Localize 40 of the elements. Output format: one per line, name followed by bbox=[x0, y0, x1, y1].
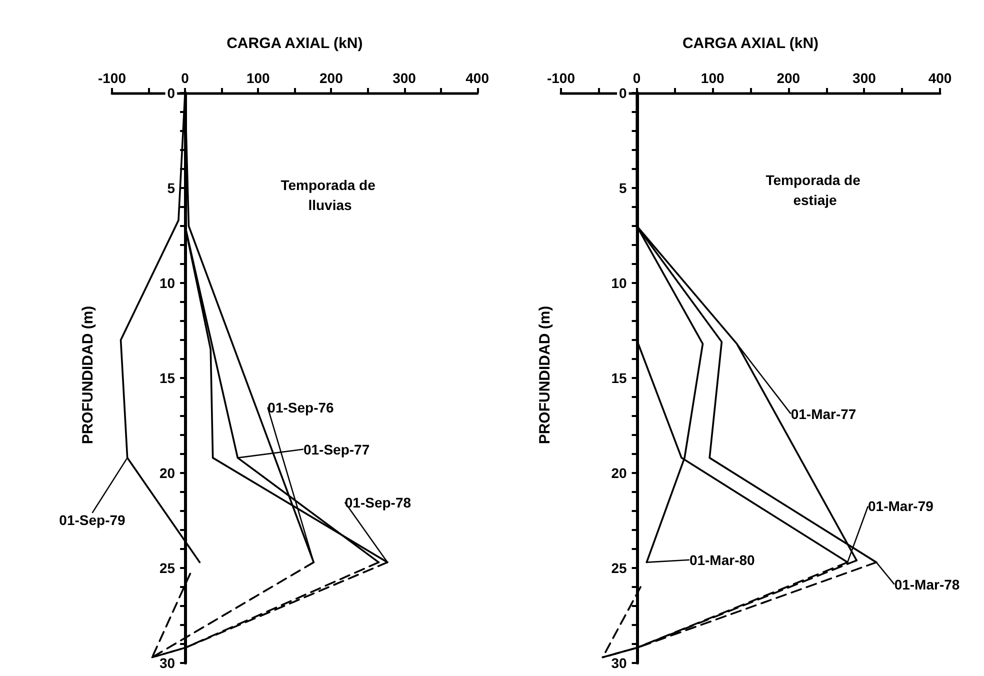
x-axis-title: CARGA AXIAL (kN) bbox=[226, 35, 363, 52]
x-tick-label: 200 bbox=[776, 70, 800, 86]
y-tick-label: 25 bbox=[159, 560, 176, 576]
annotation: Temporada de estiaje bbox=[766, 172, 864, 208]
x-tick-label: 300 bbox=[392, 70, 416, 86]
y-tick-label: 0 bbox=[167, 85, 176, 101]
y-tick-label: 10 bbox=[611, 275, 628, 291]
x-tick-label: 100 bbox=[246, 70, 270, 86]
series-label: 01-Sep-78 bbox=[344, 494, 412, 510]
y-axis-title: PROFUNDIDAD (m) bbox=[80, 306, 96, 444]
text: 01-Sep-79 bbox=[59, 512, 126, 528]
y-tick-label: 30 bbox=[159, 655, 176, 671]
annotation: Temporada de lluvias bbox=[280, 177, 380, 213]
series-label: 01-Mar-78 bbox=[894, 576, 960, 592]
text: 01-Mar-79 bbox=[868, 498, 934, 514]
y-tick-label: 0 bbox=[619, 85, 628, 101]
y-tick-label: 20 bbox=[611, 465, 628, 481]
y-tick-label: 15 bbox=[611, 370, 628, 386]
x-tick-label: 100 bbox=[700, 70, 724, 86]
y-tick-label: 20 bbox=[159, 465, 176, 481]
y-axis-title: PROFUNDIDAD (m) bbox=[536, 306, 554, 444]
legend-label: 01-Mar-80 bbox=[689, 552, 756, 568]
x-tick-label: 0 bbox=[632, 70, 641, 86]
y-tick-label: 30 bbox=[611, 655, 628, 671]
series-label: 01-Mar-77 bbox=[790, 406, 856, 422]
y-tick-label: 5 bbox=[167, 180, 176, 196]
x-tick-label: 400 bbox=[466, 70, 490, 86]
x-tick-label: 300 bbox=[852, 70, 876, 86]
y-tick-label: 25 bbox=[611, 560, 628, 576]
y-tick-label: 10 bbox=[159, 275, 176, 291]
y-tick-label: 5 bbox=[619, 180, 628, 196]
x-axis-title: CARGA AXIAL (kN) bbox=[682, 35, 819, 52]
x-tick-label: -100 bbox=[546, 70, 576, 86]
legend-label: 01-Sep-77 bbox=[303, 441, 370, 458]
x-tick-label: 200 bbox=[320, 70, 344, 86]
series-label: 01-Sep-76 bbox=[268, 399, 334, 416]
y-tick-label: 15 bbox=[159, 370, 176, 386]
x-tick-label: -100 bbox=[98, 70, 126, 86]
x-tick-label: 400 bbox=[928, 70, 952, 86]
x-tick-label: 0 bbox=[181, 70, 190, 86]
